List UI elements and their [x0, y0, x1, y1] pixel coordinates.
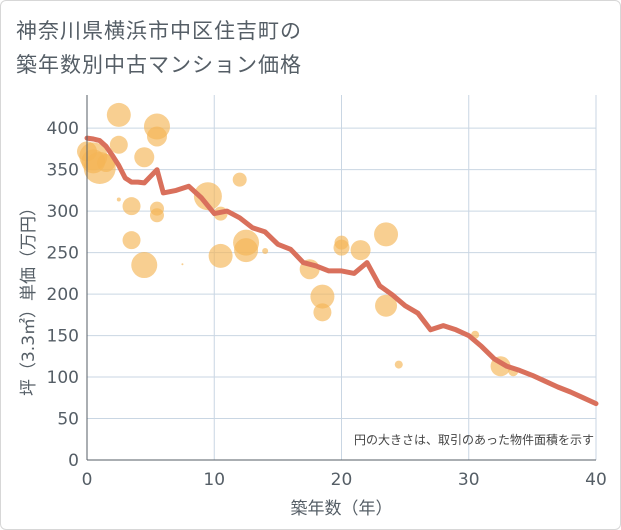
- bubble-point: [232, 172, 247, 187]
- bubble-point: [122, 197, 141, 216]
- y-tick-label: 250: [47, 244, 79, 264]
- bubble-point: [106, 102, 131, 127]
- bubble-point: [333, 239, 350, 256]
- bubble-point: [109, 135, 128, 154]
- axes: 0 50 100 150 200 250 300 350 400 0 10 20 30 40: [47, 95, 607, 490]
- y-tick-label: 150: [47, 327, 79, 347]
- grid-lines: [86, 95, 597, 461]
- trend-layer: [84, 135, 599, 407]
- y-tick-label: 200: [47, 285, 79, 305]
- bubble-point: [134, 147, 155, 168]
- trend-line: [84, 135, 599, 407]
- x-tick-label: 20: [331, 470, 353, 490]
- x-tick-label: 0: [82, 470, 93, 490]
- chart-title: 神奈川県横浜市中区住吉町の 築年数別中古マンション価格: [16, 14, 302, 82]
- bubble-point: [394, 360, 403, 369]
- bubble-point: [234, 238, 259, 263]
- bubble-point: [375, 294, 398, 317]
- bubble-point: [310, 284, 335, 309]
- bubble-point: [262, 247, 269, 254]
- y-tick-label: 400: [47, 119, 79, 139]
- bubble-point: [350, 240, 371, 261]
- bubble-size-note: 円の大きさは、取引のあった物件面積を示す: [354, 432, 594, 447]
- y-axis-label: 坪（3.3㎡）単価（万円）: [19, 199, 39, 396]
- bubble-point: [149, 208, 164, 223]
- y-tick-label: 100: [47, 368, 79, 388]
- bubble-point: [116, 197, 121, 202]
- y-tick-label: 50: [57, 410, 79, 430]
- chart-title-line1: 神奈川県横浜市中区住吉町の: [16, 19, 302, 43]
- bubble-point: [97, 154, 116, 173]
- x-axis-label: 築年数（年）: [291, 499, 393, 519]
- bubble-point: [374, 222, 399, 247]
- y-tick-label: 300: [47, 202, 79, 222]
- x-tick-label: 30: [458, 470, 480, 490]
- y-tick-label: 350: [47, 161, 79, 181]
- bubble-point: [146, 126, 167, 147]
- x-tick-label: 40: [585, 470, 607, 490]
- bubble-point: [131, 252, 158, 279]
- bubble-point: [208, 243, 233, 268]
- y-tick-label: 0: [68, 451, 79, 471]
- x-tick-label: 10: [203, 470, 225, 490]
- bubble-point: [122, 231, 141, 250]
- bubble-point: [193, 182, 222, 211]
- bubble-point: [313, 303, 332, 322]
- chart-title-line2: 築年数別中古マンション価格: [16, 53, 302, 77]
- bubble-point: [181, 263, 184, 266]
